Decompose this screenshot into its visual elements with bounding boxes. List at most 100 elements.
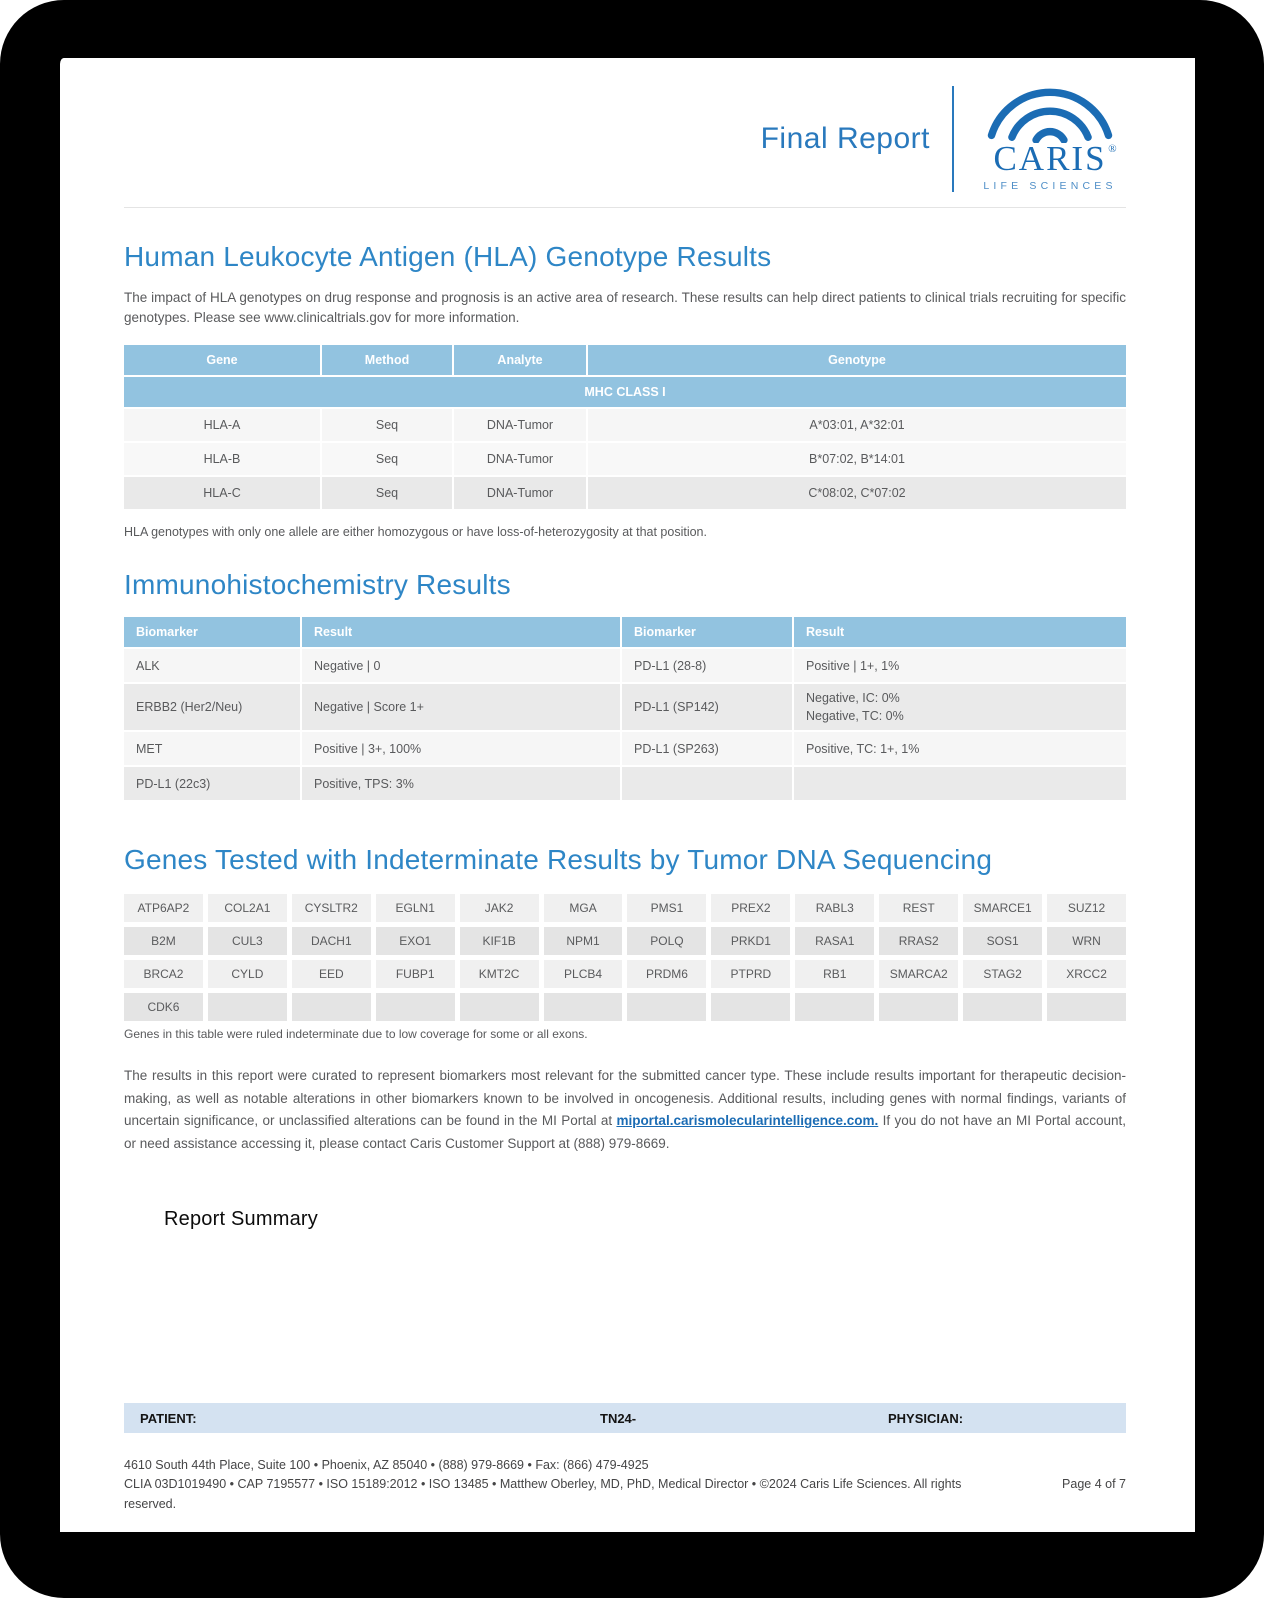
hla-cell: Seq	[322, 443, 452, 476]
gene-cell: RRAS2	[879, 927, 959, 956]
report-summary-title: Report Summary	[164, 1207, 318, 1230]
curation-text-before: The results in this report were curated …	[124, 1068, 1126, 1129]
gene-cell	[459, 993, 539, 1022]
gene-cell: RABL3	[795, 894, 875, 923]
gene-cell: KIF1B	[459, 927, 539, 956]
patient-bar: PATIENT: TN24- PHYSICIAN:	[124, 1403, 1126, 1433]
gene-cell	[291, 993, 371, 1022]
hla-cell: Seq	[322, 409, 452, 442]
hla-cell: HLA-B	[124, 443, 320, 476]
gene-cell	[375, 993, 455, 1022]
ihc-cell: ALK	[124, 649, 300, 683]
gene-cell	[879, 993, 959, 1022]
gene-cell	[1047, 993, 1126, 1022]
miportal-link[interactable]: miportal.carismolecularintelligence.com.	[616, 1113, 879, 1129]
logo-arcs-icon	[985, 85, 1115, 144]
ihc-cell: ERBB2 (Her2/Neu)	[124, 684, 300, 731]
gene-cell: RB1	[795, 960, 875, 989]
indeterminate-footnote: Genes in this table were ruled indetermi…	[124, 1027, 588, 1042]
ihc-section-heading: Immunohistochemistry Results	[124, 569, 511, 601]
hla-col-method: Method	[322, 345, 452, 376]
indeterminate-section-heading: Genes Tested with Indeterminate Results …	[124, 844, 993, 876]
gene-cell: JAK2	[459, 894, 539, 923]
ihc-cell: MET	[124, 732, 300, 766]
gene-cell: PRDM6	[627, 960, 707, 989]
ihc-cell: PD-L1 (SP142)	[622, 684, 792, 731]
gene-cell: CYLD	[207, 960, 287, 989]
gene-cell: FUBP1	[375, 960, 455, 989]
hla-cell: B*07:02, B*14:01	[588, 443, 1126, 476]
ihc-col-result-1: Result	[302, 617, 620, 648]
hla-section-heading: Human Leukocyte Antigen (HLA) Genotype R…	[124, 241, 772, 272]
gene-cell: CUL3	[207, 927, 287, 956]
hla-cell: C*08:02, C*07:02	[588, 477, 1126, 510]
gene-cell: COL2A1	[207, 894, 287, 923]
gene-cell: EGLN1	[375, 894, 455, 923]
gene-cell	[543, 993, 623, 1022]
gene-cell: PMS1	[627, 894, 707, 923]
ihc-table: Biomarker Result Biomarker Result ALK Ne…	[124, 617, 1126, 801]
gene-cell: KMT2C	[459, 960, 539, 989]
address-line: 4610 South 44th Place, Suite 100 • Phoen…	[124, 1458, 649, 1472]
gene-cell: B2M	[124, 927, 203, 956]
ihc-result-line: Negative, IC: 0%	[806, 691, 900, 705]
hla-col-genotype: Genotype	[588, 345, 1126, 376]
gene-cell: MGA	[543, 894, 623, 923]
report-page: Final Report CARIS ® LIFE SCIENCES Human …	[60, 58, 1195, 1532]
ihc-col-biomarker-2: Biomarker	[622, 617, 792, 648]
hla-cell: A*03:01, A*32:01	[588, 409, 1126, 442]
ihc-cell	[794, 767, 1126, 801]
hla-cell: Seq	[322, 477, 452, 510]
ihc-cell: Positive, TC: 1+, 1%	[794, 732, 1126, 766]
gene-cell: STAG2	[963, 960, 1043, 989]
logo-tagline: LIFE SCIENCES	[983, 179, 1117, 192]
hla-group-header: MHC CLASS I	[124, 377, 1126, 408]
hla-cell: DNA-Tumor	[454, 477, 586, 510]
gene-cell	[963, 993, 1043, 1022]
ihc-cell	[622, 767, 792, 801]
gene-cell: BRCA2	[124, 960, 203, 989]
hla-cell: DNA-Tumor	[454, 443, 586, 476]
gene-cell: REST	[879, 894, 959, 923]
gene-cell: DACH1	[291, 927, 371, 956]
gene-cell: CDK6	[124, 993, 203, 1022]
gene-cell: PLCB4	[543, 960, 623, 989]
gene-cell: SMARCA2	[879, 960, 959, 989]
gene-cell	[207, 993, 287, 1022]
indeterminate-gene-grid: ATP6AP2 COL2A1 CYSLTR2 EGLN1 JAK2 MGA PM…	[124, 894, 1126, 1022]
hla-cell: HLA-C	[124, 477, 320, 510]
gene-cell: SMARCE1	[963, 894, 1043, 923]
ihc-cell: Positive | 1+, 1%	[794, 649, 1126, 683]
ihc-cell: Negative, IC: 0% Negative, TC: 0%	[794, 684, 1126, 731]
gene-cell: CYSLTR2	[291, 894, 371, 923]
ihc-result-line: Negative, TC: 0%	[806, 709, 904, 724]
registered-mark: ®	[1108, 143, 1119, 156]
gene-cell: SOS1	[963, 927, 1043, 956]
hla-cell: DNA-Tumor	[454, 409, 586, 442]
header-divider	[952, 85, 954, 192]
hla-intro: The impact of HLA genotypes on drug resp…	[124, 290, 1126, 325]
ihc-col-biomarker-1: Biomarker	[124, 617, 300, 648]
patient-label: PATIENT:	[140, 1410, 197, 1426]
gene-cell: POLQ	[627, 927, 707, 956]
gene-cell: NPM1	[543, 927, 623, 956]
ihc-cell: Negative | Score 1+	[302, 684, 620, 731]
gene-cell: SUZ12	[1047, 894, 1126, 923]
ihc-cell: PD-L1 (22c3)	[124, 767, 300, 801]
hla-col-analyte: Analyte	[454, 345, 586, 376]
gene-cell: XRCC2	[1047, 960, 1126, 989]
gene-cell: EED	[291, 960, 371, 989]
gene-cell: EXO1	[375, 927, 455, 956]
caris-logo: CARIS ® LIFE SCIENCES	[974, 85, 1126, 192]
hla-col-gene: Gene	[124, 345, 320, 376]
gene-cell: RASA1	[795, 927, 875, 956]
ihc-col-result-2: Result	[794, 617, 1126, 648]
gene-cell: PRKD1	[711, 927, 791, 956]
gene-cell: ATP6AP2	[124, 894, 203, 923]
gene-cell: WRN	[1047, 927, 1126, 956]
ihc-cell: Positive | 3+, 100%	[302, 732, 620, 766]
report-header: Final Report CARIS ® LIFE SCIENCES	[124, 58, 1126, 208]
curation-paragraph: The results in this report were curated …	[124, 1065, 1126, 1156]
gene-cell: PTPRD	[711, 960, 791, 989]
ihc-cell: PD-L1 (SP263)	[622, 732, 792, 766]
